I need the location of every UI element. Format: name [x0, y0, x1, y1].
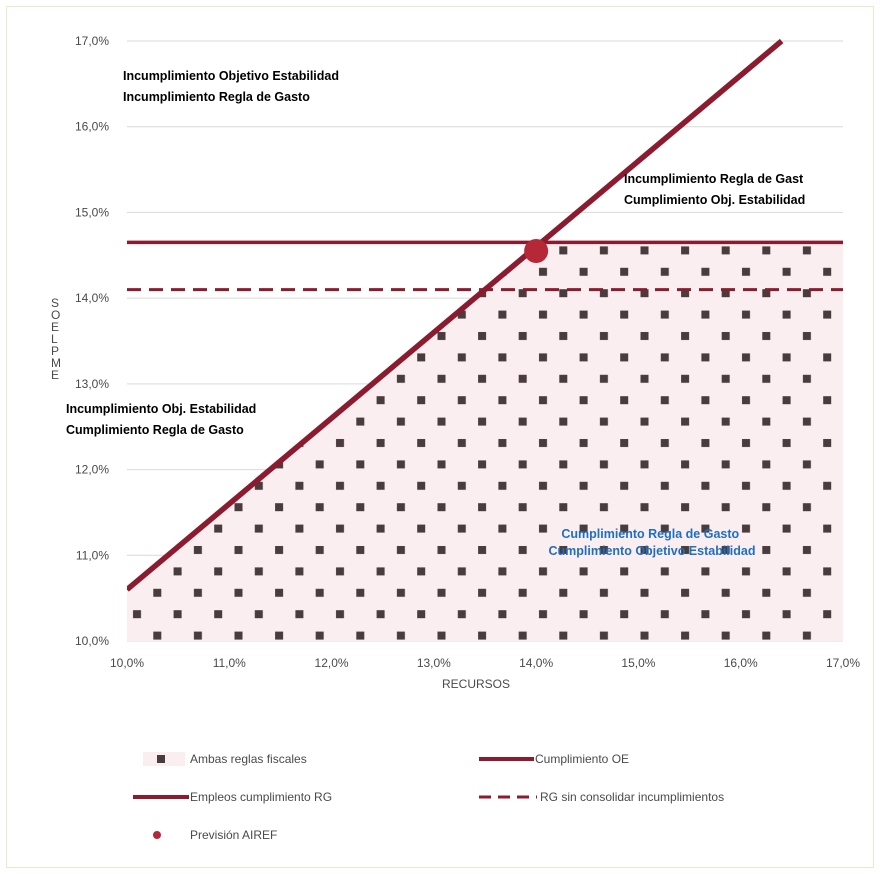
legend-label-oe: Cumplimiento OE	[535, 752, 629, 766]
y-axis-title-letter: L	[51, 332, 58, 346]
chart-frame: 10,0% 11,0% 12,0% 13,0% 14,0% 15,0% 16,0% 17,0%…	[6, 6, 874, 868]
chart: 10,0% 11,0% 12,0% 13,0% 14,0% 15,0% 16,0% 17,0%…	[51, 34, 860, 842]
annotation-right-line2: Cumplimiento Obj. Estabilidad	[624, 193, 805, 207]
y-tick-label: 14,0%	[75, 291, 109, 305]
annotation-bottom-right: Cumplimiento Regla de Gasto Cumplimiento…	[549, 527, 756, 558]
y-tick-label: 12,0%	[75, 463, 109, 477]
annotation-left-line2: Cumplimiento Regla de Gasto	[66, 423, 244, 437]
annotation-right: Incumplimiento Regla de Gast Cumplimient…	[624, 172, 807, 207]
y-axis-title-letter: P	[51, 344, 59, 358]
lines-layer	[127, 38, 843, 592]
legend-label-rg-dashed: RG sin consolidar incumplimientos	[540, 790, 724, 804]
legend-item-airef: Previsión AIREF	[153, 828, 277, 842]
annotation-right-line1: Incumplimiento Regla de Gast	[624, 172, 804, 186]
annotation-left-line1: Incumplimiento Obj. Estabilidad	[66, 402, 256, 416]
area-ambas-reglas	[127, 242, 843, 641]
legend-swatch-airef	[153, 831, 161, 839]
legend-label-area: Ambas reglas fiscales	[190, 752, 307, 766]
y-axis-title-letter: E	[51, 368, 59, 382]
y-axis-title-letter: O	[51, 308, 60, 322]
point-prevision-airef	[524, 239, 549, 263]
region-annotations: Incumplimiento Objetivo Estabilidad Incu…	[66, 69, 807, 558]
legend-item-oe: Cumplimiento OE	[479, 752, 629, 766]
area-layer	[127, 242, 843, 641]
legend-swatch-area-dot	[157, 755, 165, 763]
annotation-top-left-line2: Incumplimiento Regla de Gasto	[123, 90, 310, 104]
y-axis-title-letter: E	[51, 320, 59, 334]
legend-label-airef: Previsión AIREF	[190, 828, 277, 842]
y-tick-label: 17,0%	[75, 34, 109, 48]
y-tick-label: 15,0%	[75, 205, 109, 219]
x-tick-label: 12,0%	[315, 656, 349, 670]
legend-item-area: Ambas reglas fiscales	[143, 752, 307, 766]
x-tick-label: 14,0%	[519, 656, 553, 670]
y-axis-title-letter: M	[51, 356, 61, 370]
x-tick-label: 10,0%	[110, 656, 144, 670]
x-tick-label: 15,0%	[621, 656, 655, 670]
x-axis-title: RECURSOS	[442, 677, 510, 691]
series-cumplimiento-oe	[127, 38, 784, 592]
y-tick-label: 13,0%	[75, 377, 109, 391]
legend-item-rg-dashed: RG sin consolidar incumplimientos	[479, 790, 724, 804]
x-tick-label: 16,0%	[724, 656, 758, 670]
annotation-top-left-line1: Incumplimiento Objetivo Estabilidad	[123, 69, 339, 83]
y-tick-label: 16,0%	[75, 120, 109, 134]
y-tick-label: 10,0%	[75, 634, 109, 648]
x-tick-label: 13,0%	[417, 656, 451, 670]
y-axis-title-letter: S	[51, 296, 59, 310]
annotation-bottom-right-line1: Cumplimiento Regla de Gasto	[561, 527, 739, 541]
annotation-bottom-right-line2: Cumplimiento Objetivo Estabilidad	[549, 544, 756, 558]
annotation-top-left: Incumplimiento Objetivo Estabilidad Incu…	[123, 69, 342, 104]
x-tick-label: 11,0%	[213, 656, 246, 670]
legend-label-rg: Empleos cumplimiento RG	[190, 790, 332, 804]
annotation-left: Incumplimiento Obj. Estabilidad Cumplimi…	[66, 402, 260, 437]
tick-labels: 10,0% 11,0% 12,0% 13,0% 14,0% 15,0% 16,0% 17,0%…	[75, 34, 860, 670]
legend: Ambas reglas fiscales Cumplimiento OE Em…	[133, 752, 724, 842]
x-tick-label: 17,0%	[826, 656, 860, 670]
legend-item-rg: Empleos cumplimiento RG	[133, 790, 332, 804]
y-tick-label: 11,0%	[76, 548, 109, 562]
